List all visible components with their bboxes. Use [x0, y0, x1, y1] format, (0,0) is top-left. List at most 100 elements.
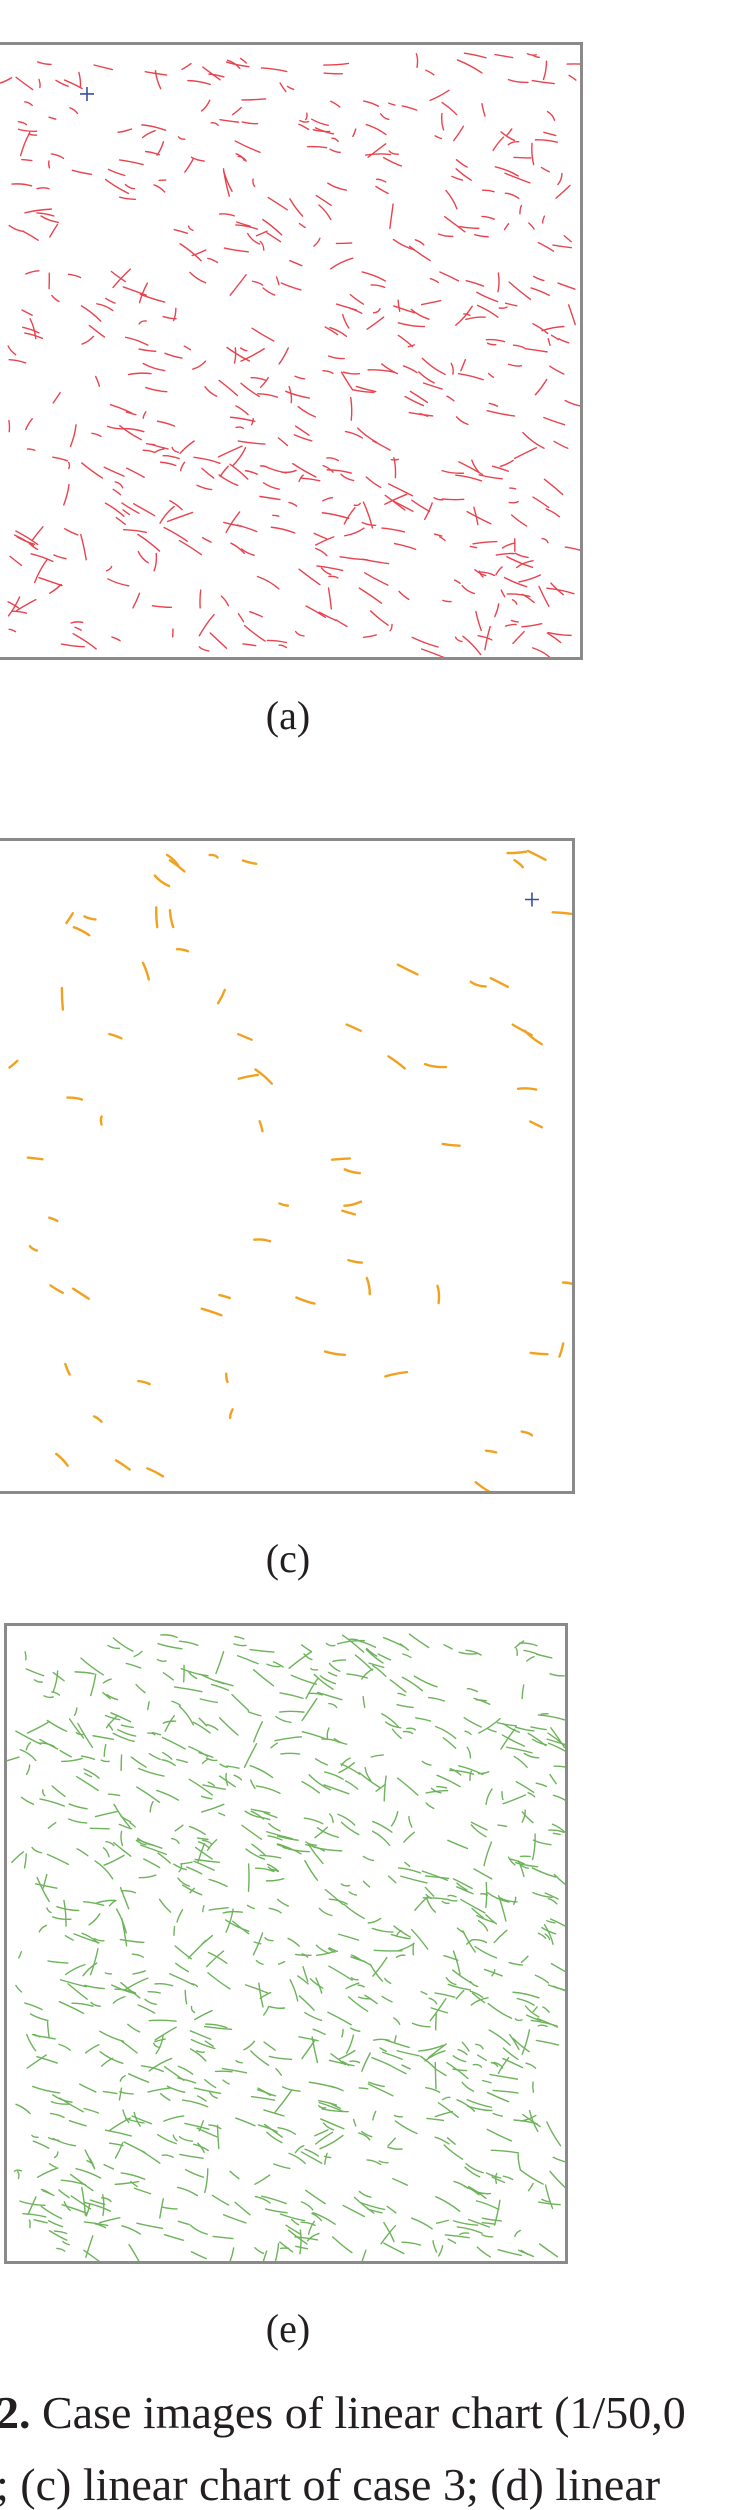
line-feature — [384, 1776, 386, 1801]
line-feature — [514, 1897, 516, 1904]
line-feature — [565, 547, 580, 552]
line-feature — [215, 2071, 232, 2072]
line-feature — [187, 1867, 202, 1874]
line-feature — [345, 432, 362, 438]
line-feature — [539, 586, 549, 606]
line-feature — [390, 204, 393, 228]
line-feature — [109, 2118, 130, 2131]
line-feature — [209, 2125, 221, 2129]
line-feature — [515, 553, 528, 557]
line-feature — [245, 1744, 257, 1768]
line-feature — [467, 2100, 491, 2108]
line-feature — [395, 2036, 397, 2042]
line-feature — [301, 478, 320, 481]
line-feature — [278, 2128, 295, 2134]
line-feature — [394, 2018, 400, 2024]
line-feature — [197, 2051, 205, 2052]
line-feature — [517, 1999, 534, 2006]
line-feature — [170, 1974, 194, 1985]
line-feature — [61, 644, 84, 647]
line-feature — [306, 2190, 325, 2203]
line-feature — [553, 245, 571, 248]
line-feature — [165, 1716, 174, 1732]
line-feature — [230, 275, 246, 296]
line-feature — [509, 1857, 515, 1865]
line-feature — [520, 206, 521, 214]
line-feature — [202, 1804, 224, 1812]
line-feature — [242, 122, 257, 124]
line-feature — [9, 421, 10, 432]
line-feature — [189, 226, 193, 230]
line-feature — [506, 303, 517, 306]
line-feature — [331, 101, 340, 107]
line-feature — [325, 2153, 327, 2164]
line-feature — [304, 1818, 322, 1824]
line-feature — [305, 2013, 322, 2021]
line-feature — [94, 65, 112, 70]
line-feature — [508, 852, 526, 853]
line-feature — [264, 2110, 284, 2116]
line-feature — [76, 2169, 101, 2178]
line-feature — [329, 1899, 347, 1904]
line-feature — [362, 272, 385, 281]
line-feature — [514, 1756, 527, 1767]
line-feature — [219, 475, 238, 485]
line-feature — [238, 441, 265, 444]
line-feature — [489, 403, 497, 406]
line-feature — [176, 1963, 189, 1971]
line-feature — [414, 1676, 437, 1687]
line-feature — [127, 468, 144, 477]
line-feature — [205, 387, 217, 397]
line-feature — [538, 1715, 565, 1720]
line-feature — [437, 1787, 447, 1788]
line-feature — [412, 2218, 432, 2229]
line-feature — [180, 2137, 193, 2141]
line-feature — [330, 1814, 333, 1823]
line-feature — [202, 468, 214, 478]
line-feature — [27, 1765, 30, 1774]
line-feature — [315, 2130, 328, 2136]
line-feature — [302, 2202, 313, 2210]
line-feature — [73, 1289, 89, 1299]
line-feature — [546, 509, 559, 517]
line-feature — [100, 2052, 123, 2064]
line-feature — [390, 624, 392, 630]
line-feature — [85, 1985, 105, 1988]
line-feature — [521, 2250, 533, 2256]
line-feature — [65, 529, 78, 535]
line-feature — [325, 1351, 345, 1354]
line-feature — [550, 2171, 565, 2187]
line-feature — [47, 1854, 68, 1864]
line-feature — [44, 1696, 53, 1698]
line-feature — [100, 2218, 120, 2223]
line-feature — [381, 114, 389, 120]
line-feature — [433, 2241, 437, 2252]
line-feature — [295, 376, 305, 378]
line-feature — [19, 1952, 22, 1958]
line-feature — [296, 632, 304, 636]
line-feature — [208, 1973, 230, 1989]
line-feature — [532, 1868, 555, 1877]
line-feature — [478, 636, 492, 640]
line-feature — [108, 1794, 119, 1795]
line-feature — [39, 79, 40, 87]
line-feature — [451, 363, 453, 374]
line-feature — [532, 143, 534, 164]
line-feature — [477, 2201, 499, 2209]
line-feature — [174, 1927, 175, 1936]
line-feature — [49, 117, 56, 119]
line-feature — [275, 1737, 301, 1741]
line-feature — [246, 1985, 269, 1993]
line-feature — [362, 522, 375, 525]
line-feature — [157, 1790, 179, 1800]
line-feature — [261, 68, 286, 72]
line-feature — [203, 1906, 204, 1912]
line-feature — [403, 1654, 411, 1658]
line-feature — [81, 1756, 94, 1759]
line-feature — [458, 2050, 467, 2055]
line-feature — [503, 2176, 512, 2179]
figure-panel-e — [4, 1623, 568, 2264]
line-feature — [446, 190, 457, 208]
line-feature — [241, 383, 259, 396]
line-feature — [543, 61, 546, 79]
